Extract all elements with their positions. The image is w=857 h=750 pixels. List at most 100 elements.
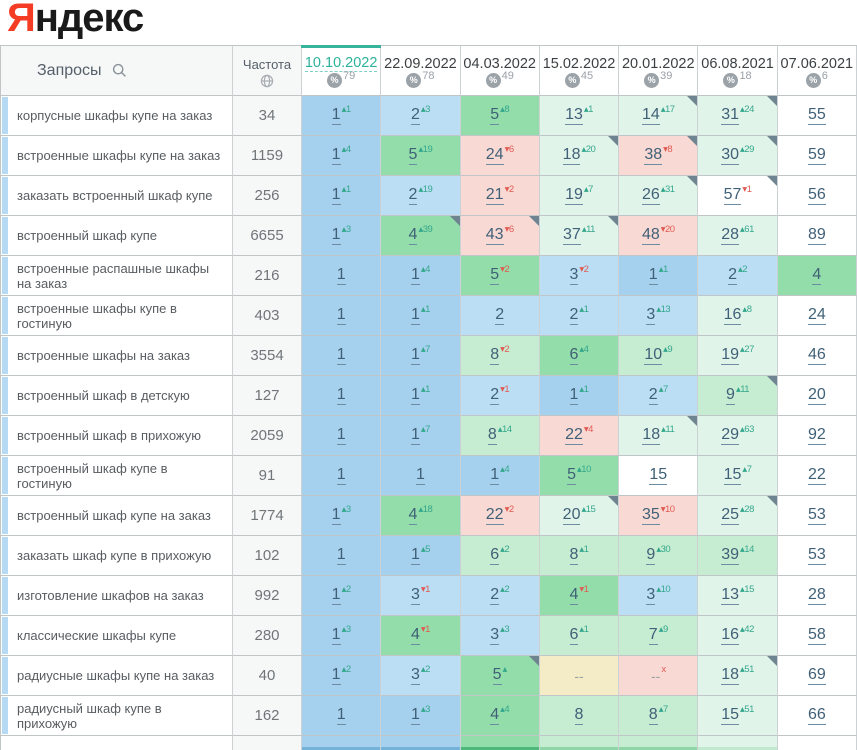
date-label[interactable]: 22.09.2022 [384,55,457,72]
position-value[interactable]: 2 [495,306,505,325]
position-value[interactable]: 4 [408,506,418,525]
position-value[interactable]: 1 [331,666,341,685]
position-value[interactable]: 6 [569,626,579,645]
position-value[interactable]: 21 [485,186,504,205]
position-value[interactable]: 1 [410,706,420,725]
position-value[interactable]: 2 [490,586,500,605]
position-value[interactable]: 5 [490,106,500,125]
position-value[interactable]: 2 [648,386,658,405]
position-value[interactable]: 58 [807,626,826,645]
query-cell[interactable]: встроенные шкафы купе в гостиную [1,296,233,336]
position-value[interactable]: 1 [410,546,420,565]
position-value[interactable]: 4 [569,586,579,605]
position-value[interactable]: 19 [565,186,583,205]
position-value[interactable]: 28 [721,226,740,245]
position-value[interactable]: 2 [569,306,579,325]
position-value[interactable]: 29 [721,426,740,445]
position-value[interactable]: 1 [336,386,346,405]
query-cell[interactable]: встроенный шкаф купе на заказ [1,496,233,536]
position-value[interactable]: 1 [331,186,341,205]
position-value[interactable]: 8 [574,706,584,725]
position-value[interactable]: 31 [721,106,740,125]
query-cell[interactable]: заказать шкаф купе в прихожую [1,536,233,576]
position-value[interactable]: 8 [569,546,579,565]
position-value[interactable]: 3 [646,306,656,325]
position-value[interactable]: 2 [408,186,418,205]
position-value[interactable]: 24 [485,146,504,165]
query-cell[interactable]: радиусные шкафы купе на заказ [1,656,233,696]
position-value[interactable]: 20 [562,506,581,525]
position-value[interactable]: 1 [648,266,658,285]
position-value[interactable]: 5 [492,666,502,685]
position-value[interactable]: 22 [565,426,583,445]
query-cell[interactable]: радиусный шкаф купе в прихожую [1,696,233,736]
position-value[interactable]: 4 [408,226,418,245]
date-label[interactable]: 10.10.2022 [304,55,378,72]
position-value[interactable]: 24 [807,306,826,325]
position-value[interactable]: 10 [644,346,663,365]
position-value[interactable]: 39 [721,546,740,565]
position-value[interactable]: 5 [490,266,500,285]
position-value[interactable]: 1 [336,426,346,445]
position-value[interactable]: 8 [490,346,500,365]
position-value[interactable]: 48 [641,226,660,245]
position-value[interactable]: 1 [410,306,420,325]
position-value[interactable]: 3 [410,666,420,685]
position-value[interactable]: 69 [807,666,826,685]
position-value[interactable]: 6 [569,346,579,365]
position-value[interactable]: 30 [721,146,740,165]
position-value[interactable]: 1 [331,626,341,645]
query-cell[interactable]: встроенный шкаф купе в гостиную [1,456,233,496]
position-value[interactable]: 18 [642,426,661,445]
query-cell[interactable]: встроенный шкаф купе [1,216,233,256]
position-value[interactable]: 5 [567,466,577,485]
position-value[interactable]: 4 [410,626,420,645]
position-value[interactable]: 7 [648,626,658,645]
position-value[interactable]: 53 [807,546,826,565]
position-value[interactable]: 1 [331,146,341,165]
position-value[interactable]: 46 [807,346,826,365]
position-value[interactable]: 15 [649,466,668,485]
date-label[interactable]: 20.01.2022 [621,55,695,72]
query-cell[interactable]: заказать встроенный шкаф купе [1,176,233,216]
position-value[interactable]: 1 [410,426,420,445]
position-value[interactable]: 35 [641,506,660,525]
position-value[interactable]: 1 [336,706,346,725]
position-value[interactable]: 8 [648,706,658,725]
date-label[interactable]: 06.08.2021 [701,55,774,72]
position-value[interactable]: 1 [336,466,346,485]
date-label[interactable]: 04.03.2022 [463,55,536,72]
position-value[interactable]: 55 [807,106,826,125]
position-value[interactable]: 53 [807,506,826,525]
position-value[interactable]: 1 [331,506,341,525]
position-value[interactable]: 1 [331,106,341,125]
query-cell[interactable]: изготовление шкафов на заказ [1,576,233,616]
position-value[interactable]: 1 [569,386,579,405]
position-value[interactable]: 89 [807,226,826,245]
position-value[interactable]: 6 [490,546,500,565]
position-value[interactable]: 18 [562,146,581,165]
position-value[interactable]: 1 [415,466,425,485]
position-value[interactable]: 1 [336,346,346,365]
position-value[interactable]: 56 [807,186,826,205]
query-cell[interactable]: встроенный шкаф в прихожую [1,416,233,456]
position-value[interactable]: 20 [807,386,826,405]
query-cell[interactable]: встроенные шкафы купе на заказ [1,136,233,176]
position-value[interactable]: 1 [336,266,346,285]
position-value[interactable]: 4 [490,706,500,725]
position-value[interactable]: 2 [728,266,737,285]
position-value[interactable]: 16 [721,626,740,645]
position-value[interactable]: 25 [721,506,740,525]
date-label[interactable]: 07.06.2021 [780,55,854,72]
position-value[interactable]: 9 [726,386,735,405]
query-cell[interactable]: встроенные шкафы на заказ [1,336,233,376]
query-cell[interactable]: встроенные распашные шкафы на заказ [1,256,233,296]
position-value[interactable]: 66 [807,706,826,725]
position-value[interactable]: 5 [408,146,418,165]
position-value[interactable]: 19 [721,346,740,365]
query-cell[interactable]: корпусные шкафы купе на заказ [1,96,233,136]
position-value[interactable]: 13 [565,106,583,125]
date-label[interactable]: 15.02.2022 [542,55,616,72]
position-value[interactable]: 8 [487,426,497,445]
position-value[interactable]: 1 [336,546,346,565]
